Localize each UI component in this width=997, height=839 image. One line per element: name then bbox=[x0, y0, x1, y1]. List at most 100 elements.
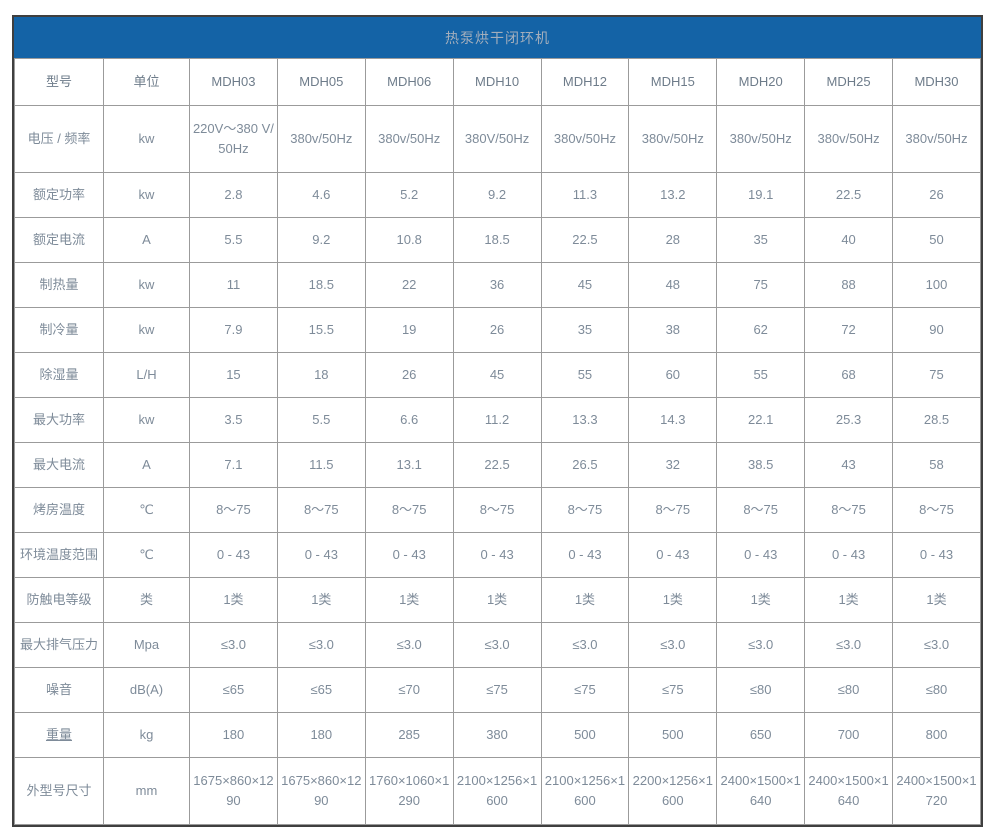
row-label-cell: 制热量 bbox=[14, 262, 104, 308]
value-cell: 0 - 43 bbox=[628, 532, 718, 578]
value-cell: 7.1 bbox=[189, 442, 278, 488]
value-cell: 22.5 bbox=[540, 217, 630, 263]
value-cell: 5.5 bbox=[276, 397, 366, 443]
header-row: 型号 单位 MDH03 MDH05 MDH06 MDH10 MDH12 MDH15 MDH20 M… bbox=[14, 58, 981, 106]
value-cell: 26 bbox=[364, 352, 454, 398]
value-cell: 19 bbox=[364, 307, 454, 353]
value-cell: ≤65 bbox=[276, 667, 366, 713]
value-cell: 1类 bbox=[189, 577, 278, 623]
unit-cell: A bbox=[103, 217, 190, 263]
column-header-cell: MDH12 bbox=[540, 58, 630, 106]
value-cell: ≤3.0 bbox=[628, 622, 718, 668]
unit-cell: Mpa bbox=[103, 622, 190, 668]
value-cell: ≤65 bbox=[189, 667, 278, 713]
value-cell: 380v/50Hz bbox=[540, 105, 630, 173]
table-row: 最大功率 kw 3.5 5.5 6.6 11.2 13.3 14.3 22.1 25.3 28.5 bbox=[14, 397, 981, 443]
value-cell: 75 bbox=[892, 352, 981, 398]
unit-cell: ℃ bbox=[103, 532, 190, 578]
value-cell: 800 bbox=[892, 712, 981, 758]
value-cell: 380 bbox=[452, 712, 542, 758]
value-cell: 22.5 bbox=[452, 442, 542, 488]
column-header-cell: 型号 bbox=[14, 58, 104, 106]
value-cell: 68 bbox=[804, 352, 893, 398]
table-row: 制热量 kw 11 18.5 22 36 45 48 75 88 100 bbox=[14, 262, 981, 308]
column-header-cell: 单位 bbox=[103, 58, 190, 106]
value-cell: 100 bbox=[892, 262, 981, 308]
table-row: 最大排气压力 Mpa ≤3.0 ≤3.0 ≤3.0 ≤3.0 ≤3.0 ≤3.0 ≤3.0 ≤3.… bbox=[14, 622, 981, 668]
value-cell: 45 bbox=[540, 262, 630, 308]
value-cell: 380V/50Hz bbox=[452, 105, 542, 173]
unit-cell: A bbox=[103, 442, 190, 488]
table-row: 电压 / 频率 kw 220V～380 V/50Hz 380v/50Hz 380v/50… bbox=[14, 105, 981, 173]
value-cell: 8～75 bbox=[452, 487, 542, 533]
table-row: 额定功率 kw 2.8 4.6 5.2 9.2 11.3 13.2 19.1 22.5 26 bbox=[14, 172, 981, 218]
row-label-cell: 最大电流 bbox=[14, 442, 104, 488]
unit-cell: L/H bbox=[103, 352, 190, 398]
value-cell: 700 bbox=[804, 712, 893, 758]
value-cell: 1类 bbox=[716, 577, 806, 623]
value-cell: 1类 bbox=[804, 577, 893, 623]
row-label-cell: 除湿量 bbox=[14, 352, 104, 398]
value-cell: 13.2 bbox=[628, 172, 718, 218]
value-cell: 43 bbox=[804, 442, 893, 488]
unit-cell: kw bbox=[103, 397, 190, 443]
value-cell: ≤3.0 bbox=[364, 622, 454, 668]
row-label-cell: 最大排气压力 bbox=[14, 622, 104, 668]
value-cell: ≤3.0 bbox=[276, 622, 366, 668]
value-cell: 75 bbox=[716, 262, 806, 308]
value-cell: ≤80 bbox=[892, 667, 981, 713]
column-header-cell: MDH06 bbox=[364, 58, 454, 106]
row-label-cell: 环境温度范围 bbox=[14, 532, 104, 578]
value-cell: 36 bbox=[452, 262, 542, 308]
column-header-cell: MDH15 bbox=[628, 58, 718, 106]
unit-cell: kg bbox=[103, 712, 190, 758]
table-row: 最大电流 A 7.1 11.5 13.1 22.5 26.5 32 38.5 43 58 bbox=[14, 442, 981, 488]
table-row: 烤房温度 ℃ 8～75 8～75 8～75 8～75 8～75 8～75 8～75 8～75 8～7… bbox=[14, 487, 981, 533]
value-cell: 10.8 bbox=[364, 217, 454, 263]
value-cell: ≤75 bbox=[540, 667, 630, 713]
column-header-cell: MDH05 bbox=[276, 58, 366, 106]
row-label-cell: 额定功率 bbox=[14, 172, 104, 218]
value-cell: ≤3.0 bbox=[452, 622, 542, 668]
table-row: 额定电流 A 5.5 9.2 10.8 18.5 22.5 28 35 40 50 bbox=[14, 217, 981, 263]
value-cell: 650 bbox=[716, 712, 806, 758]
value-cell: 9.2 bbox=[276, 217, 366, 263]
table-row: 重量 kg 180 180 285 380 500 500 650 700 800 bbox=[14, 712, 981, 758]
value-cell: ≤75 bbox=[452, 667, 542, 713]
row-label-cell: 烤房温度 bbox=[14, 487, 104, 533]
spec-table-body: 电压 / 频率 kw 220V～380 V/50Hz 380v/50Hz 380v/50… bbox=[14, 105, 981, 825]
value-cell: 62 bbox=[716, 307, 806, 353]
value-cell: 380v/50Hz bbox=[364, 105, 454, 173]
value-cell: 90 bbox=[892, 307, 981, 353]
value-cell: 0 - 43 bbox=[189, 532, 278, 578]
value-cell: 13.3 bbox=[540, 397, 630, 443]
value-cell: 48 bbox=[628, 262, 718, 308]
value-cell: 0 - 43 bbox=[276, 532, 366, 578]
value-cell: 380v/50Hz bbox=[716, 105, 806, 173]
spec-table: 型号 单位 MDH03 MDH05 MDH06 MDH10 MDH12 MDH15 MDH20 M… bbox=[14, 58, 981, 825]
value-cell: 500 bbox=[540, 712, 630, 758]
unit-cell: kw bbox=[103, 307, 190, 353]
value-cell: 8～75 bbox=[189, 487, 278, 533]
table-row: 制冷量 kw 7.9 15.5 19 26 35 38 62 72 90 bbox=[14, 307, 981, 353]
table-title: 热泵烘干闭环机 bbox=[445, 29, 550, 46]
value-cell: 25.3 bbox=[804, 397, 893, 443]
value-cell: 2100×1256×1600 bbox=[540, 757, 630, 825]
value-cell: 7.9 bbox=[189, 307, 278, 353]
value-cell: ≤3.0 bbox=[540, 622, 630, 668]
value-cell: 32 bbox=[628, 442, 718, 488]
column-header-cell: MDH10 bbox=[452, 58, 542, 106]
value-cell: 26.5 bbox=[540, 442, 630, 488]
value-cell: 2400×1500×1640 bbox=[716, 757, 806, 825]
spec-table-container: 热泵烘干闭环机 型号 单位 MDH03 MDH05 MDH06 MDH10 MDH12 MDH… bbox=[12, 15, 983, 827]
value-cell: 8～75 bbox=[716, 487, 806, 533]
value-cell: 1类 bbox=[628, 577, 718, 623]
row-label-cell: 防触电等级 bbox=[14, 577, 104, 623]
value-cell: ≤3.0 bbox=[716, 622, 806, 668]
value-cell: 8～75 bbox=[892, 487, 981, 533]
value-cell: 11.2 bbox=[452, 397, 542, 443]
value-cell: 1类 bbox=[892, 577, 981, 623]
value-cell: 5.2 bbox=[364, 172, 454, 218]
value-cell: 1760×1060×1290 bbox=[364, 757, 454, 825]
value-cell: 18.5 bbox=[452, 217, 542, 263]
